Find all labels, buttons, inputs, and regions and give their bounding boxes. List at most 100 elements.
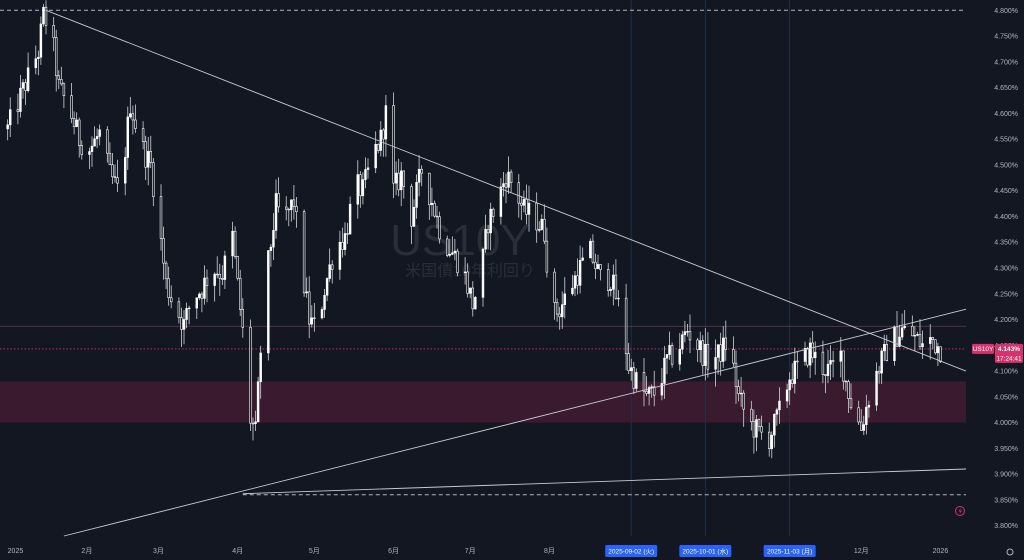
trendline-0[interactable] (45, 9, 967, 372)
candle (108, 142, 112, 166)
candle-body (57, 75, 60, 80)
candle (185, 302, 188, 329)
candle-body (788, 379, 791, 391)
candle (290, 199, 293, 222)
candle (670, 342, 674, 368)
candle (860, 409, 863, 431)
candle (768, 422, 771, 457)
candle-body (663, 357, 666, 384)
candle (806, 346, 809, 368)
trendline-2[interactable] (242, 468, 967, 495)
candle-body (630, 367, 633, 372)
candle (543, 204, 546, 245)
y-tick-label: 4.500% (994, 162, 1018, 169)
candle (821, 340, 825, 384)
candle (770, 431, 773, 459)
candle (469, 287, 472, 299)
candle (734, 350, 738, 404)
candle (793, 347, 796, 394)
candle (124, 147, 127, 196)
x-highlight-tag: 2025-10-01 (水) (679, 545, 732, 557)
candle (791, 363, 794, 388)
candle (129, 96, 132, 119)
candle (555, 298, 559, 322)
candle (113, 164, 117, 183)
candle (24, 78, 27, 105)
y-tick-label: 3.850% (994, 497, 1018, 504)
candle-body (722, 337, 725, 362)
candle-body (599, 264, 602, 270)
candle-body (520, 202, 523, 206)
candle (177, 297, 181, 324)
candle (98, 124, 101, 146)
candle (785, 383, 789, 409)
candle (867, 400, 871, 418)
candle (916, 331, 919, 337)
candle-body (302, 211, 306, 294)
candle (750, 400, 753, 431)
candle (93, 126, 96, 147)
candle-body (596, 264, 600, 270)
trendlines-layer[interactable] (45, 9, 967, 537)
candle-body (829, 360, 832, 365)
candle (379, 121, 382, 157)
candle-body (37, 56, 40, 60)
candle-body (839, 350, 842, 362)
candle-body (60, 79, 63, 85)
candle-body (21, 82, 25, 89)
candle-body (635, 372, 638, 389)
candle (578, 245, 582, 294)
y-tick-label: 4.400% (994, 214, 1018, 221)
candle-body (821, 351, 825, 375)
candle (903, 310, 906, 330)
candle-body (216, 273, 219, 276)
candle-body (647, 387, 651, 394)
candle-body (734, 362, 738, 387)
trendline-1[interactable] (63, 308, 967, 537)
candle (752, 409, 756, 454)
candle-body (875, 370, 878, 406)
candle (520, 195, 523, 221)
candle-body (614, 274, 618, 299)
price-tag-value: 4.143% (998, 346, 1020, 353)
candle (417, 155, 421, 197)
candle-body (913, 335, 917, 337)
candle (527, 185, 531, 232)
lightning-icon-glyph (958, 507, 962, 515)
candle (885, 334, 888, 362)
candle-body (543, 218, 546, 242)
candle-body (80, 145, 83, 155)
candle-body (364, 169, 367, 180)
lightning-icon[interactable] (955, 506, 965, 516)
candle-body (290, 199, 293, 211)
candle-body (509, 171, 513, 183)
candle (857, 400, 860, 425)
candle-body (880, 350, 883, 374)
candle-body (428, 172, 431, 205)
candle-body (624, 297, 628, 355)
candle (420, 165, 423, 187)
candle-body (267, 250, 270, 354)
candle (701, 335, 704, 375)
y-axis[interactable]: 4.800% 4.750% 4.700% 4.650% 4.600% 4.550% 4.50… (994, 8, 1018, 530)
x-axis[interactable]: 2025 2月 3月 4月 5月 6月 7月 8月 12月 2026 2025-09-02 (火) 2… (8, 545, 949, 557)
candle (788, 372, 791, 406)
candle-body (824, 374, 827, 376)
candle-body (379, 129, 382, 151)
candle-body (561, 304, 564, 318)
candle (778, 387, 781, 424)
candle (466, 263, 469, 298)
candle-body (578, 259, 582, 286)
candle (180, 307, 183, 347)
candle-body (581, 257, 584, 261)
candle-body (453, 250, 457, 254)
candle-body (775, 409, 779, 415)
candle-body (126, 116, 129, 158)
candle (106, 126, 109, 163)
settings-gear-icon[interactable] (1006, 548, 1014, 556)
candle-body (198, 293, 201, 299)
y-tick-label: 4.200% (994, 317, 1018, 324)
y-tick-label: 4.350% (994, 240, 1018, 247)
